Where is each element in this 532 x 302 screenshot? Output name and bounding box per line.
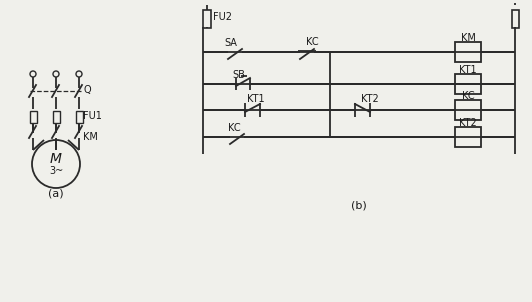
- Text: FU1: FU1: [83, 111, 102, 121]
- Text: KM: KM: [83, 132, 98, 142]
- Text: (b): (b): [351, 201, 367, 211]
- Text: KM: KM: [461, 33, 476, 43]
- Text: KT2: KT2: [459, 118, 477, 128]
- Text: 3~: 3~: [49, 166, 63, 176]
- Bar: [455, 42, 481, 62]
- Text: FU2: FU2: [213, 12, 232, 22]
- Text: Q: Q: [83, 85, 90, 95]
- Bar: [53, 111, 60, 123]
- Text: KT1: KT1: [247, 94, 264, 104]
- Bar: [29, 111, 37, 123]
- Text: SB: SB: [232, 70, 245, 80]
- Bar: [203, 10, 211, 28]
- Bar: [511, 10, 519, 28]
- Text: KT1: KT1: [459, 65, 477, 75]
- Bar: [455, 74, 481, 94]
- Text: M: M: [50, 152, 62, 166]
- Bar: [76, 111, 82, 123]
- Text: KC: KC: [462, 91, 475, 101]
- Bar: [455, 127, 481, 147]
- Text: SA: SA: [224, 38, 237, 48]
- Text: KC: KC: [228, 123, 240, 133]
- Text: (a): (a): [48, 189, 64, 199]
- Text: KT2: KT2: [361, 94, 379, 104]
- Text: KC: KC: [306, 37, 319, 47]
- Bar: [455, 100, 481, 120]
